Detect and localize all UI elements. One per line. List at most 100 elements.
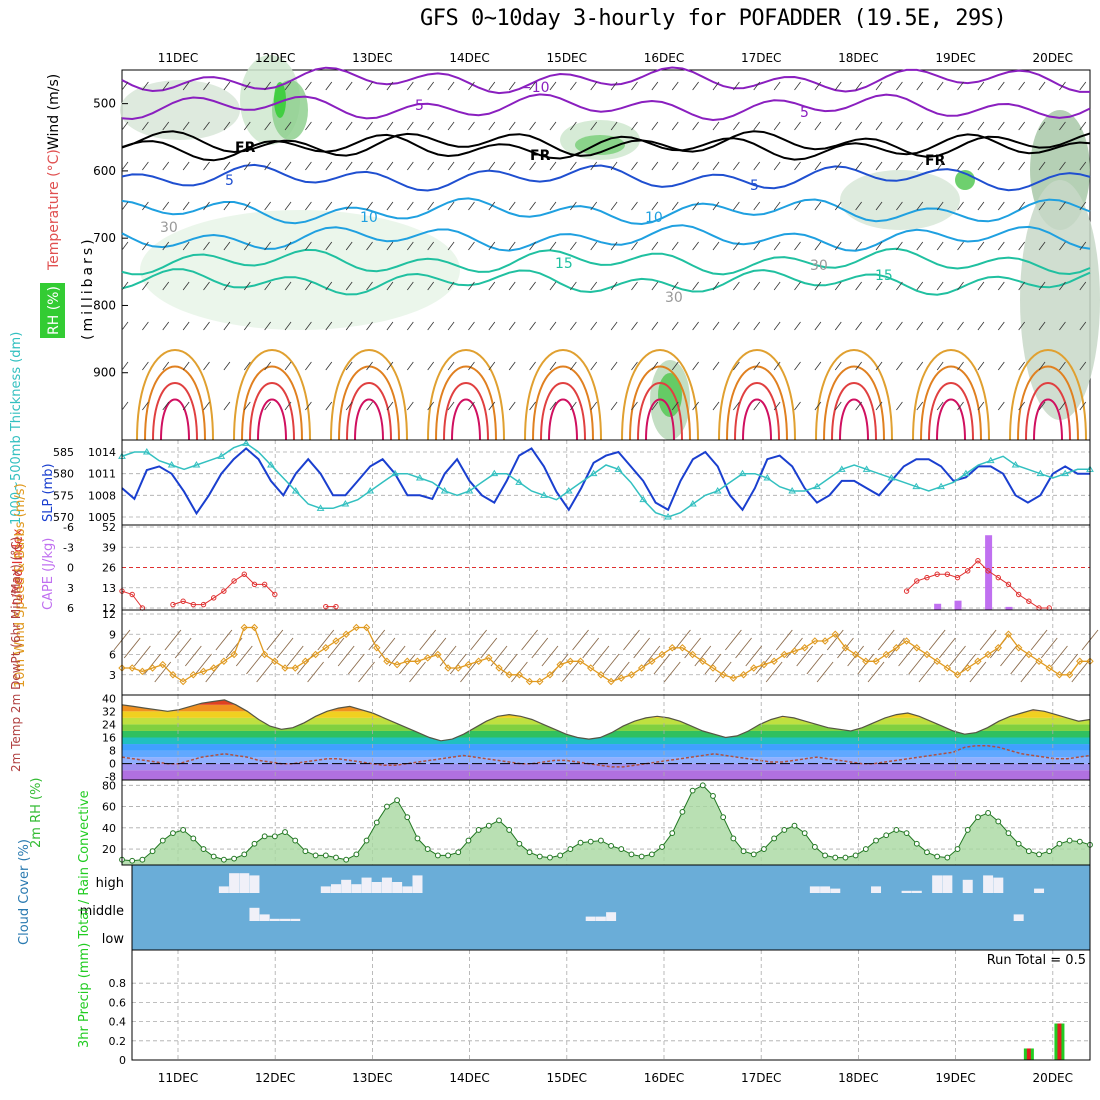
cloud-middle-3 [280,918,291,921]
wind-barb [712,401,720,411]
wind-barb [223,241,231,251]
wind10-barb [796,645,814,667]
wind-barb [570,81,577,91]
wind-barb [447,321,455,331]
contour-label-3: FR [530,148,551,164]
wind-barb [447,121,455,131]
cape-bar-0 [934,603,942,610]
li-marker [934,571,940,577]
cloud-high-13 [412,875,423,893]
wind-barb [549,241,557,251]
wind-barb [1038,401,1046,411]
warm-contour-6-1 [726,365,788,441]
wind-barb [855,81,862,91]
wind10-marker [536,677,544,686]
li-marker [914,578,920,584]
wind-barb [814,401,822,411]
wind-barb [142,81,149,91]
wind10-marker [291,664,299,672]
thickness-marker [887,474,896,481]
wind10-marker [250,623,259,632]
rh2m-marker [241,851,248,858]
wind-barb [712,241,720,251]
wind-barb [1079,321,1087,331]
wind-barb [977,321,985,331]
wind-barb [1018,121,1025,131]
wind-barb [182,201,190,211]
wind-barb [386,201,394,211]
wind-barb [468,161,475,171]
wind10-barb [368,629,386,651]
wind10-marker [464,660,473,669]
wind-barb [264,401,271,411]
rh2m-marker [832,854,839,861]
wind-barb [243,161,251,171]
wind-barb [651,401,659,411]
wind-barb [427,361,435,371]
rh2m-marker [659,844,665,850]
rh2m-marker [485,822,492,829]
upper-ytick-800: 800 [93,298,116,312]
thickness-marker [912,482,921,490]
cloud-high-2 [239,873,250,893]
wind-barb [162,281,170,291]
wind-barb [936,281,944,291]
wind10-marker [1004,630,1013,638]
wind10-barb [337,645,355,667]
wind10-barb [317,629,335,651]
wind-barb [570,401,577,411]
cape-tick-12: 12 [102,602,116,615]
li-line-1 [172,573,276,606]
li-marker [180,598,186,604]
wind10-marker [913,644,921,652]
wind10-barb [531,637,549,659]
cloud-bg [132,865,1090,950]
rh2m-marker [648,851,655,858]
wind-barb [997,321,1005,331]
wind-barb [631,81,638,91]
wind-barb [957,281,964,291]
wind10-barb [949,645,966,667]
wind10-marker [688,650,697,659]
wind10-marker [984,650,992,659]
wind-barb [305,81,312,91]
cloud-level-high: high [96,876,124,891]
wind-barb [121,161,129,171]
warm-contour-5-0 [621,349,699,441]
wind-barb [855,121,862,131]
thickness-line [121,442,1090,518]
wind-barb [692,201,699,211]
wind-barb [366,281,373,291]
wind-barb [671,281,679,291]
wind-barb [223,361,231,371]
cloud-high-15 [820,886,831,893]
rh2m-marker [618,846,625,852]
li-line-0 [121,590,143,609]
wind-barb [223,121,231,131]
wind-barb [468,321,475,331]
wind-barb [753,241,761,251]
wind-barb [223,401,231,411]
wind-barb [325,81,333,91]
wind-barb [488,361,496,371]
wind10-marker [678,644,687,652]
isotherm-line-0 [121,66,1090,95]
wind-barb [345,401,353,411]
wind-barb [875,361,883,371]
rh2m-marker [934,853,941,860]
wind-barb [570,281,577,291]
wind-barb [590,401,598,411]
rh2m-tick-80: 80 [102,779,116,792]
warm-contour-7-0 [815,349,893,441]
wind-barb [610,321,618,331]
li-marker [965,568,971,574]
wind-barb [1079,201,1087,211]
wind-barb [488,241,496,251]
wind10-marker [709,664,717,672]
wind-barb [692,81,699,91]
wind-barb [651,81,659,91]
wind10-barb [276,637,294,659]
wind-barb [631,161,638,171]
li-tick--6: -6 [63,521,74,534]
wind-barb [529,201,536,211]
